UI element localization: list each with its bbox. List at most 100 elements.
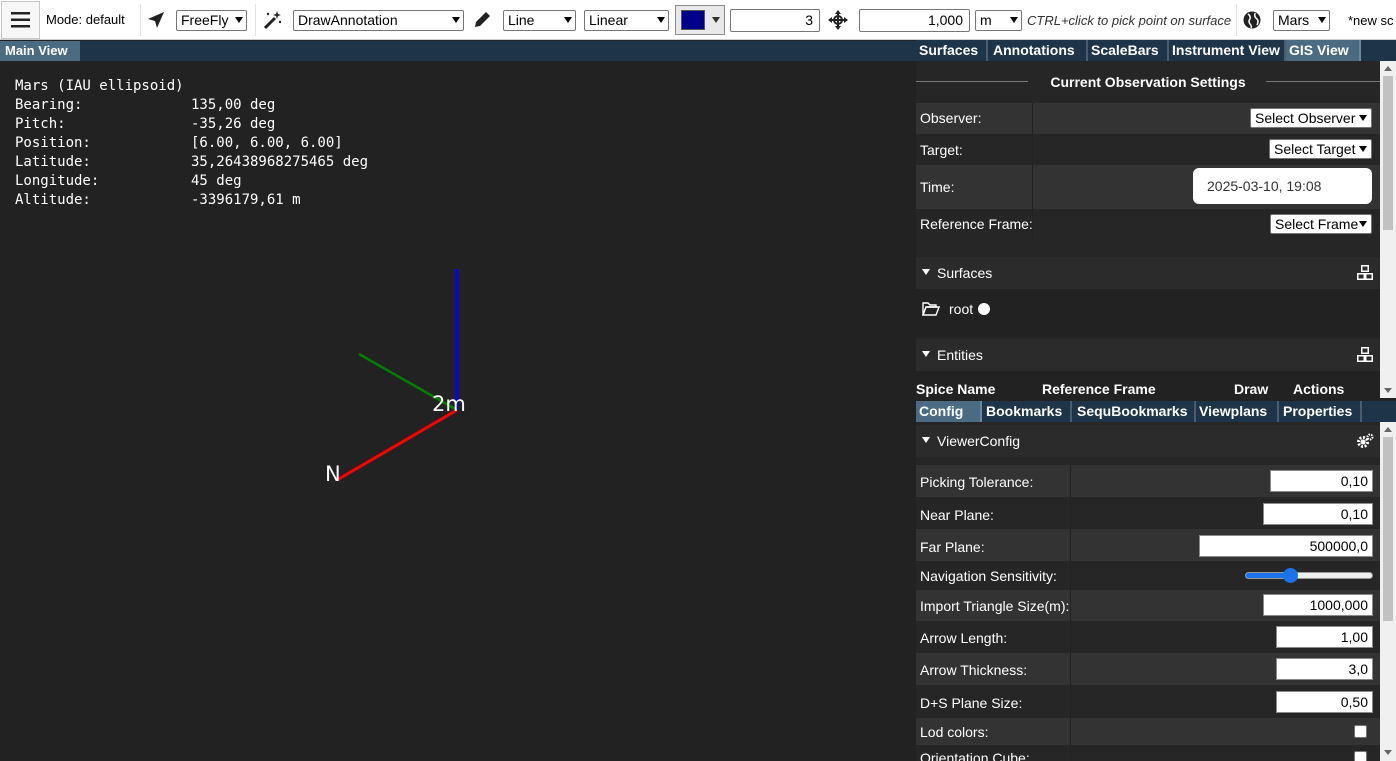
lod-colors-checkbox[interactable]	[1354, 725, 1367, 738]
pick-hint: CTRL+click to pick point on surface	[1027, 13, 1232, 28]
column-actions[interactable]: Actions	[1293, 381, 1345, 397]
ds-plane-size-label: D+S Plane Size:	[920, 695, 1023, 711]
column-reference-frame[interactable]: Reference Frame	[1042, 381, 1156, 397]
camera-info-overlay: Mars (IAU ellipsoid) Bearing: 135,00 deg P…	[15, 77, 368, 210]
picking-tolerance-input[interactable]: 0,10	[1270, 470, 1373, 492]
distance-input[interactable]: 1,000	[859, 9, 970, 32]
top-panel-tabs: Surfaces Annotations ScaleBars Instrumen…	[916, 40, 1396, 61]
toolbar-divider	[140, 4, 141, 36]
lod-colors-row: Lod colors:	[916, 718, 1380, 745]
move-crosshair-icon	[828, 10, 848, 30]
pencil-icon	[475, 12, 490, 27]
visibility-dot-icon[interactable]	[978, 303, 990, 315]
tab-scalebars[interactable]: ScaleBars	[1088, 40, 1169, 61]
tab-surfaces[interactable]: Surfaces	[916, 40, 988, 61]
time-row: Time: 2025-03-10, 19:08	[916, 165, 1380, 209]
tab-sequbookmarks[interactable]: SequBookmarks	[1074, 401, 1196, 422]
chevron-down-icon	[712, 17, 720, 23]
surfaces-section-header[interactable]: Surfaces	[916, 257, 1380, 289]
import-triangle-input[interactable]: 1000,000	[1263, 594, 1373, 616]
navigation-sensitivity-row: Navigation Sensitivity:	[916, 561, 1380, 590]
tool-mode-value: DrawAnnotation	[298, 12, 398, 28]
info-value: [6.00, 6.00, 6.00]	[191, 135, 343, 151]
ds-plane-size-input[interactable]: 0,50	[1276, 691, 1373, 713]
top-panel-scroll-thumb[interactable]	[1383, 76, 1393, 230]
tab-config[interactable]: Config	[916, 401, 982, 422]
menu-button[interactable]	[1, 1, 40, 39]
column-draw[interactable]: Draw	[1234, 381, 1269, 397]
far-plane-label: Far Plane:	[920, 539, 985, 555]
tab-bookmarks[interactable]: Bookmarks	[983, 401, 1072, 422]
cubes-icon[interactable]	[1356, 264, 1374, 282]
geometry-value: Line	[508, 12, 535, 28]
divider-line	[1266, 81, 1380, 82]
slider-thumb[interactable]	[1283, 568, 1299, 583]
tab-annotations[interactable]: Annotations	[990, 40, 1088, 61]
scroll-up-icon[interactable]	[1384, 66, 1392, 71]
info-value: 35,26438968275465 deg	[191, 154, 369, 170]
reference-frame-select[interactable]: Select Frame	[1270, 214, 1372, 234]
thickness-input[interactable]: 3	[730, 9, 820, 32]
tab-properties[interactable]: Properties	[1280, 401, 1362, 422]
target-value: Select Target	[1274, 141, 1356, 157]
info-label: Latitude:	[15, 154, 91, 170]
geometry-select[interactable]: Line	[503, 10, 576, 31]
globe-icon	[1243, 11, 1261, 29]
info-row: Pitch: -35,26 deg	[15, 115, 368, 134]
scroll-down-icon[interactable]	[1384, 388, 1392, 393]
scale-label: 2m	[432, 392, 466, 416]
tool-mode-select[interactable]: DrawAnnotation	[293, 10, 464, 31]
color-swatch	[681, 10, 705, 30]
reference-frame-label: Reference Frame:	[920, 216, 1033, 232]
body-value: Mars	[1278, 12, 1310, 28]
navigation-sensitivity-slider[interactable]	[1245, 568, 1373, 583]
folder-open-icon[interactable]	[922, 302, 940, 316]
scroll-down-icon[interactable]	[1384, 750, 1392, 755]
scroll-up-icon[interactable]	[1384, 427, 1392, 432]
observation-title: Current Observation Settings	[1050, 74, 1246, 90]
body-select[interactable]: Mars	[1273, 10, 1330, 31]
info-value: 45 deg	[191, 173, 242, 189]
arrow-length-input[interactable]: 1,00	[1276, 626, 1373, 648]
color-picker[interactable]	[675, 5, 725, 35]
tab-viewplans[interactable]: Viewplans	[1196, 401, 1279, 422]
viewer-config-header[interactable]: ViewerConfig	[916, 425, 1380, 457]
observer-select[interactable]: Select Observer	[1250, 108, 1372, 128]
column-spice-name[interactable]: Spice Name	[916, 381, 996, 397]
arrow-thickness-row: Arrow Thickness: 3,0	[916, 653, 1380, 685]
toolbar: Mode: default FreeFly DrawAnnotation Lin…	[0, 0, 1396, 40]
arrow-thickness-input[interactable]: 3,0	[1276, 658, 1373, 680]
unit-select[interactable]: m	[975, 10, 1022, 31]
gears-icon[interactable]	[1356, 432, 1374, 450]
entities-table-header: Spice Name Reference Frame Draw Actions	[916, 371, 1380, 398]
far-plane-input[interactable]: 500000,0	[1199, 535, 1373, 557]
navigation-sensitivity-label: Navigation Sensitivity:	[920, 568, 1057, 584]
tab-gis-view[interactable]: GIS View	[1286, 40, 1361, 61]
divider-line	[916, 81, 1028, 82]
nav-mode-select[interactable]: FreeFly	[176, 10, 247, 31]
ds-plane-size-row: D+S Plane Size: 0,50	[916, 685, 1380, 718]
surface-root-label[interactable]: root	[949, 301, 974, 317]
lod-colors-label: Lod colors:	[920, 724, 989, 740]
main-view-header	[80, 41, 916, 61]
info-value: 135,00 deg	[191, 97, 276, 113]
time-input[interactable]: 2025-03-10, 19:08	[1193, 168, 1372, 204]
config-panel-scroll-thumb[interactable]	[1383, 437, 1393, 621]
info-row: Bearing: 135,00 deg	[15, 96, 368, 115]
observation-header: Current Observation Settings	[916, 61, 1380, 103]
orientation-cube-checkbox[interactable]	[1354, 751, 1367, 761]
tab-instrument-view[interactable]: Instrument View	[1169, 40, 1286, 61]
caret-down-icon	[922, 437, 930, 443]
cubes-icon[interactable]	[1356, 346, 1374, 364]
info-label: Position:	[15, 135, 91, 151]
interpolation-select[interactable]: Linear	[584, 10, 669, 31]
toolbar-divider	[1236, 4, 1237, 36]
entities-section-header[interactable]: Entities	[916, 339, 1380, 371]
near-plane-input[interactable]: 0,10	[1263, 503, 1373, 525]
target-select[interactable]: Select Target	[1269, 139, 1372, 159]
info-row: Latitude: 35,26438968275465 deg	[15, 153, 368, 172]
arrow-length-row: Arrow Length: 1,00	[916, 621, 1380, 653]
main-3d-viewport[interactable]: Mars (IAU ellipsoid) Bearing: 135,00 deg P…	[0, 61, 916, 761]
surfaces-section-title: Surfaces	[937, 265, 993, 281]
tab-main-view[interactable]: Main View	[0, 41, 80, 61]
